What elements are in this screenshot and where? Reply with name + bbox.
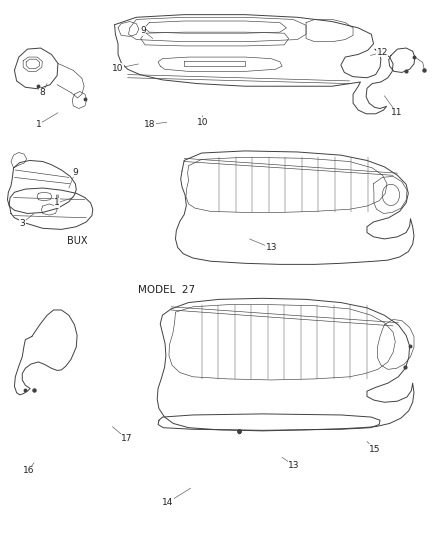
Text: 13: 13 [265, 244, 277, 253]
Text: BUX: BUX [67, 236, 88, 246]
Text: 9: 9 [73, 167, 78, 176]
Text: 13: 13 [288, 461, 300, 470]
Text: 11: 11 [391, 108, 403, 117]
Text: 18: 18 [144, 120, 155, 129]
Text: 16: 16 [23, 466, 34, 475]
Text: 9: 9 [140, 26, 146, 35]
Text: 12: 12 [377, 48, 388, 57]
Text: 14: 14 [162, 498, 173, 507]
Text: 15: 15 [369, 445, 381, 454]
Text: MODEL  27: MODEL 27 [138, 285, 195, 295]
Text: 8: 8 [40, 88, 46, 97]
Text: 3: 3 [19, 219, 25, 228]
Text: 17: 17 [121, 434, 132, 443]
Text: 10: 10 [112, 64, 124, 72]
Text: 1: 1 [54, 198, 60, 207]
Text: 10: 10 [197, 118, 208, 127]
Text: 1: 1 [35, 120, 41, 129]
